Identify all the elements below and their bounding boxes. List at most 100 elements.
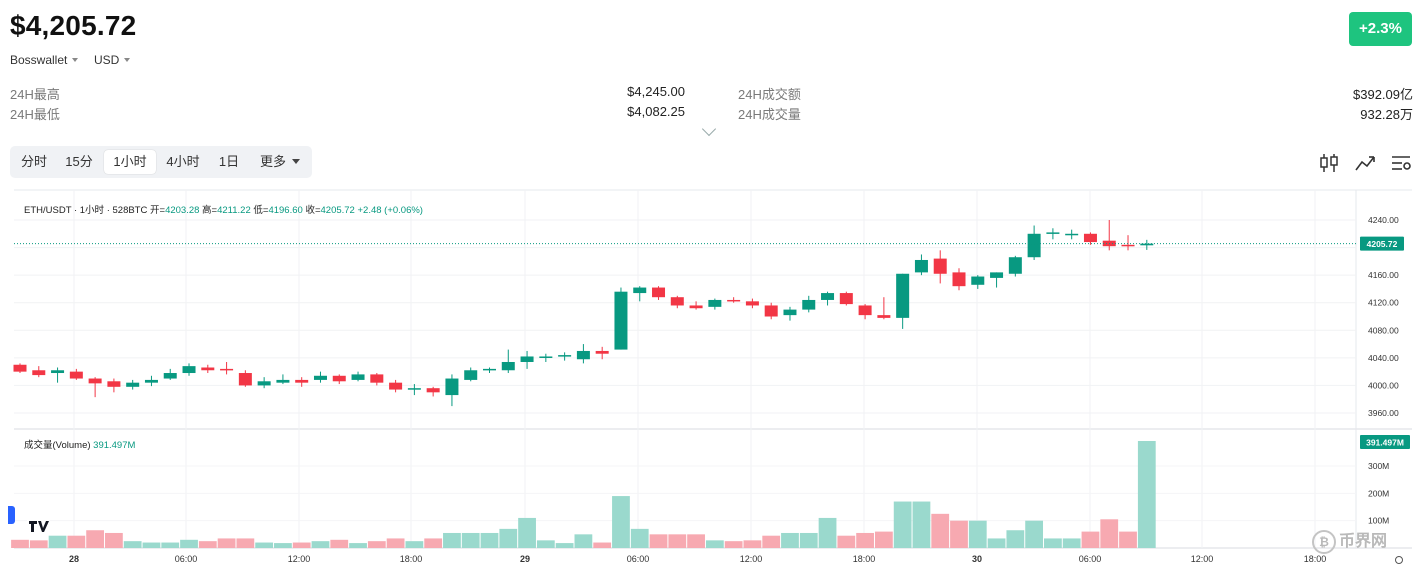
collapse-panel-tab[interactable] [8, 506, 15, 524]
x-tick-label: 06:00 [627, 554, 650, 564]
candle-body [783, 309, 797, 316]
volume-bar [856, 532, 874, 548]
candle-body [727, 299, 741, 302]
candlestick-icon[interactable] [1318, 152, 1340, 174]
volume-bar [461, 532, 480, 548]
x-tick-label: 29 [520, 554, 530, 564]
volume-bar [105, 532, 123, 548]
tab-1h[interactable]: 1小时 [104, 150, 156, 174]
candle-body [51, 370, 65, 374]
x-tick-label: 06:00 [175, 554, 198, 564]
candle-body [220, 368, 234, 371]
volume-bar [1006, 530, 1025, 548]
volume-bar [874, 531, 893, 548]
change-badge: +2.3% [1349, 12, 1412, 46]
candle-body [201, 367, 215, 371]
chevron-down-icon [292, 159, 300, 164]
interval-tabs: 分时 15分 1小时 4小时 1日 更多 [10, 146, 312, 178]
x-tick-label: 18:00 [400, 554, 423, 564]
candle-body [896, 273, 910, 318]
x-tick-label: 30 [972, 554, 982, 564]
currency-selector[interactable]: USD [94, 53, 131, 67]
tab-time[interactable]: 分时 [20, 154, 47, 169]
legend-low: 4196.60 [268, 205, 303, 216]
stat-volume-value: 932.28万 [1360, 107, 1413, 122]
candle-body [257, 381, 271, 386]
candle-body [1027, 233, 1041, 258]
stat-high-value: $4,245.00 [627, 84, 685, 99]
chevron-down-icon [72, 58, 79, 62]
volume-bar [274, 543, 292, 548]
volume-bar [67, 535, 86, 548]
candle-body [295, 379, 309, 383]
volume-legend-value: 391.497M [93, 440, 136, 451]
candle-body [144, 379, 158, 383]
candle-body [576, 350, 590, 360]
candle-body [313, 375, 327, 380]
tab-more-label: 更多 [259, 154, 286, 169]
indicator-icon[interactable] [1354, 152, 1376, 174]
candle-body [483, 368, 496, 371]
volume-bar [781, 532, 799, 548]
stat-turnover-value: $392.09亿 [1353, 87, 1413, 102]
volume-tick-label: 300M [1368, 461, 1389, 471]
candle-body [933, 258, 947, 274]
tab-1d[interactable]: 1日 [218, 154, 240, 169]
last-volume-tag [1360, 434, 1410, 449]
candle-body [633, 287, 647, 294]
candle-body [858, 305, 872, 316]
volume-bar [555, 543, 574, 548]
volume-bar [1137, 440, 1156, 548]
stat-volume-label: 24H成交量 [738, 107, 801, 122]
volume-tick-label: 200M [1368, 488, 1389, 498]
volume-bar [236, 538, 255, 548]
volume-legend-label: 成交量(Volume) [24, 440, 91, 451]
stat-turnover-label: 24H成交额 [738, 87, 801, 102]
candle-body [107, 381, 121, 387]
x-tick-label: 18:00 [853, 554, 876, 564]
volume-bar [536, 540, 555, 548]
tradingview-logo-icon[interactable] [27, 517, 49, 535]
candle-body [407, 388, 421, 390]
volume-bar [142, 542, 161, 548]
volume-bar [818, 517, 837, 548]
candle-body [1065, 233, 1079, 236]
wallet-selector[interactable]: Bosswallet [10, 53, 79, 67]
tab-more[interactable]: 更多 [252, 150, 308, 174]
volume-bar [724, 541, 743, 548]
candle-body [914, 259, 928, 273]
x-tick-label: 12:00 [1191, 554, 1214, 564]
volume-bar [292, 542, 311, 548]
candle-body [1008, 257, 1022, 274]
settings-icon[interactable] [1390, 152, 1412, 174]
stat-low-label: 24H最低 [10, 107, 60, 122]
candle-body [1140, 243, 1154, 246]
volume-bar [893, 501, 912, 548]
volume-bar [161, 542, 180, 548]
volume-bar [668, 534, 687, 548]
price-tick-label: 4120.00 [1368, 298, 1399, 308]
stat-high-label: 24H最高 [10, 87, 60, 102]
candle-body [821, 293, 835, 300]
volume-bar [311, 541, 330, 548]
candle-body [1046, 232, 1060, 234]
candle-body [464, 370, 478, 380]
tab-4h[interactable]: 4小时 [166, 154, 200, 169]
x-tick-label: 06:00 [1079, 554, 1102, 564]
volume-bar [987, 538, 1006, 548]
volume-bar [837, 535, 856, 548]
volume-bar [574, 534, 593, 548]
price-tick-label: 4000.00 [1368, 380, 1399, 390]
candle-body [389, 382, 403, 390]
volume-bar [1119, 531, 1137, 548]
candle-body [182, 366, 196, 374]
legend-change: +2.48 (+0.06%) [357, 205, 423, 216]
volume-bar [630, 528, 649, 548]
candle-body [1121, 244, 1135, 247]
candle-body [1083, 233, 1097, 243]
tab-15m[interactable]: 15分 [65, 154, 93, 169]
wallet-label: Bosswallet [10, 53, 68, 67]
volume-bar [649, 534, 668, 548]
legend-close-label: 收= [305, 205, 321, 216]
